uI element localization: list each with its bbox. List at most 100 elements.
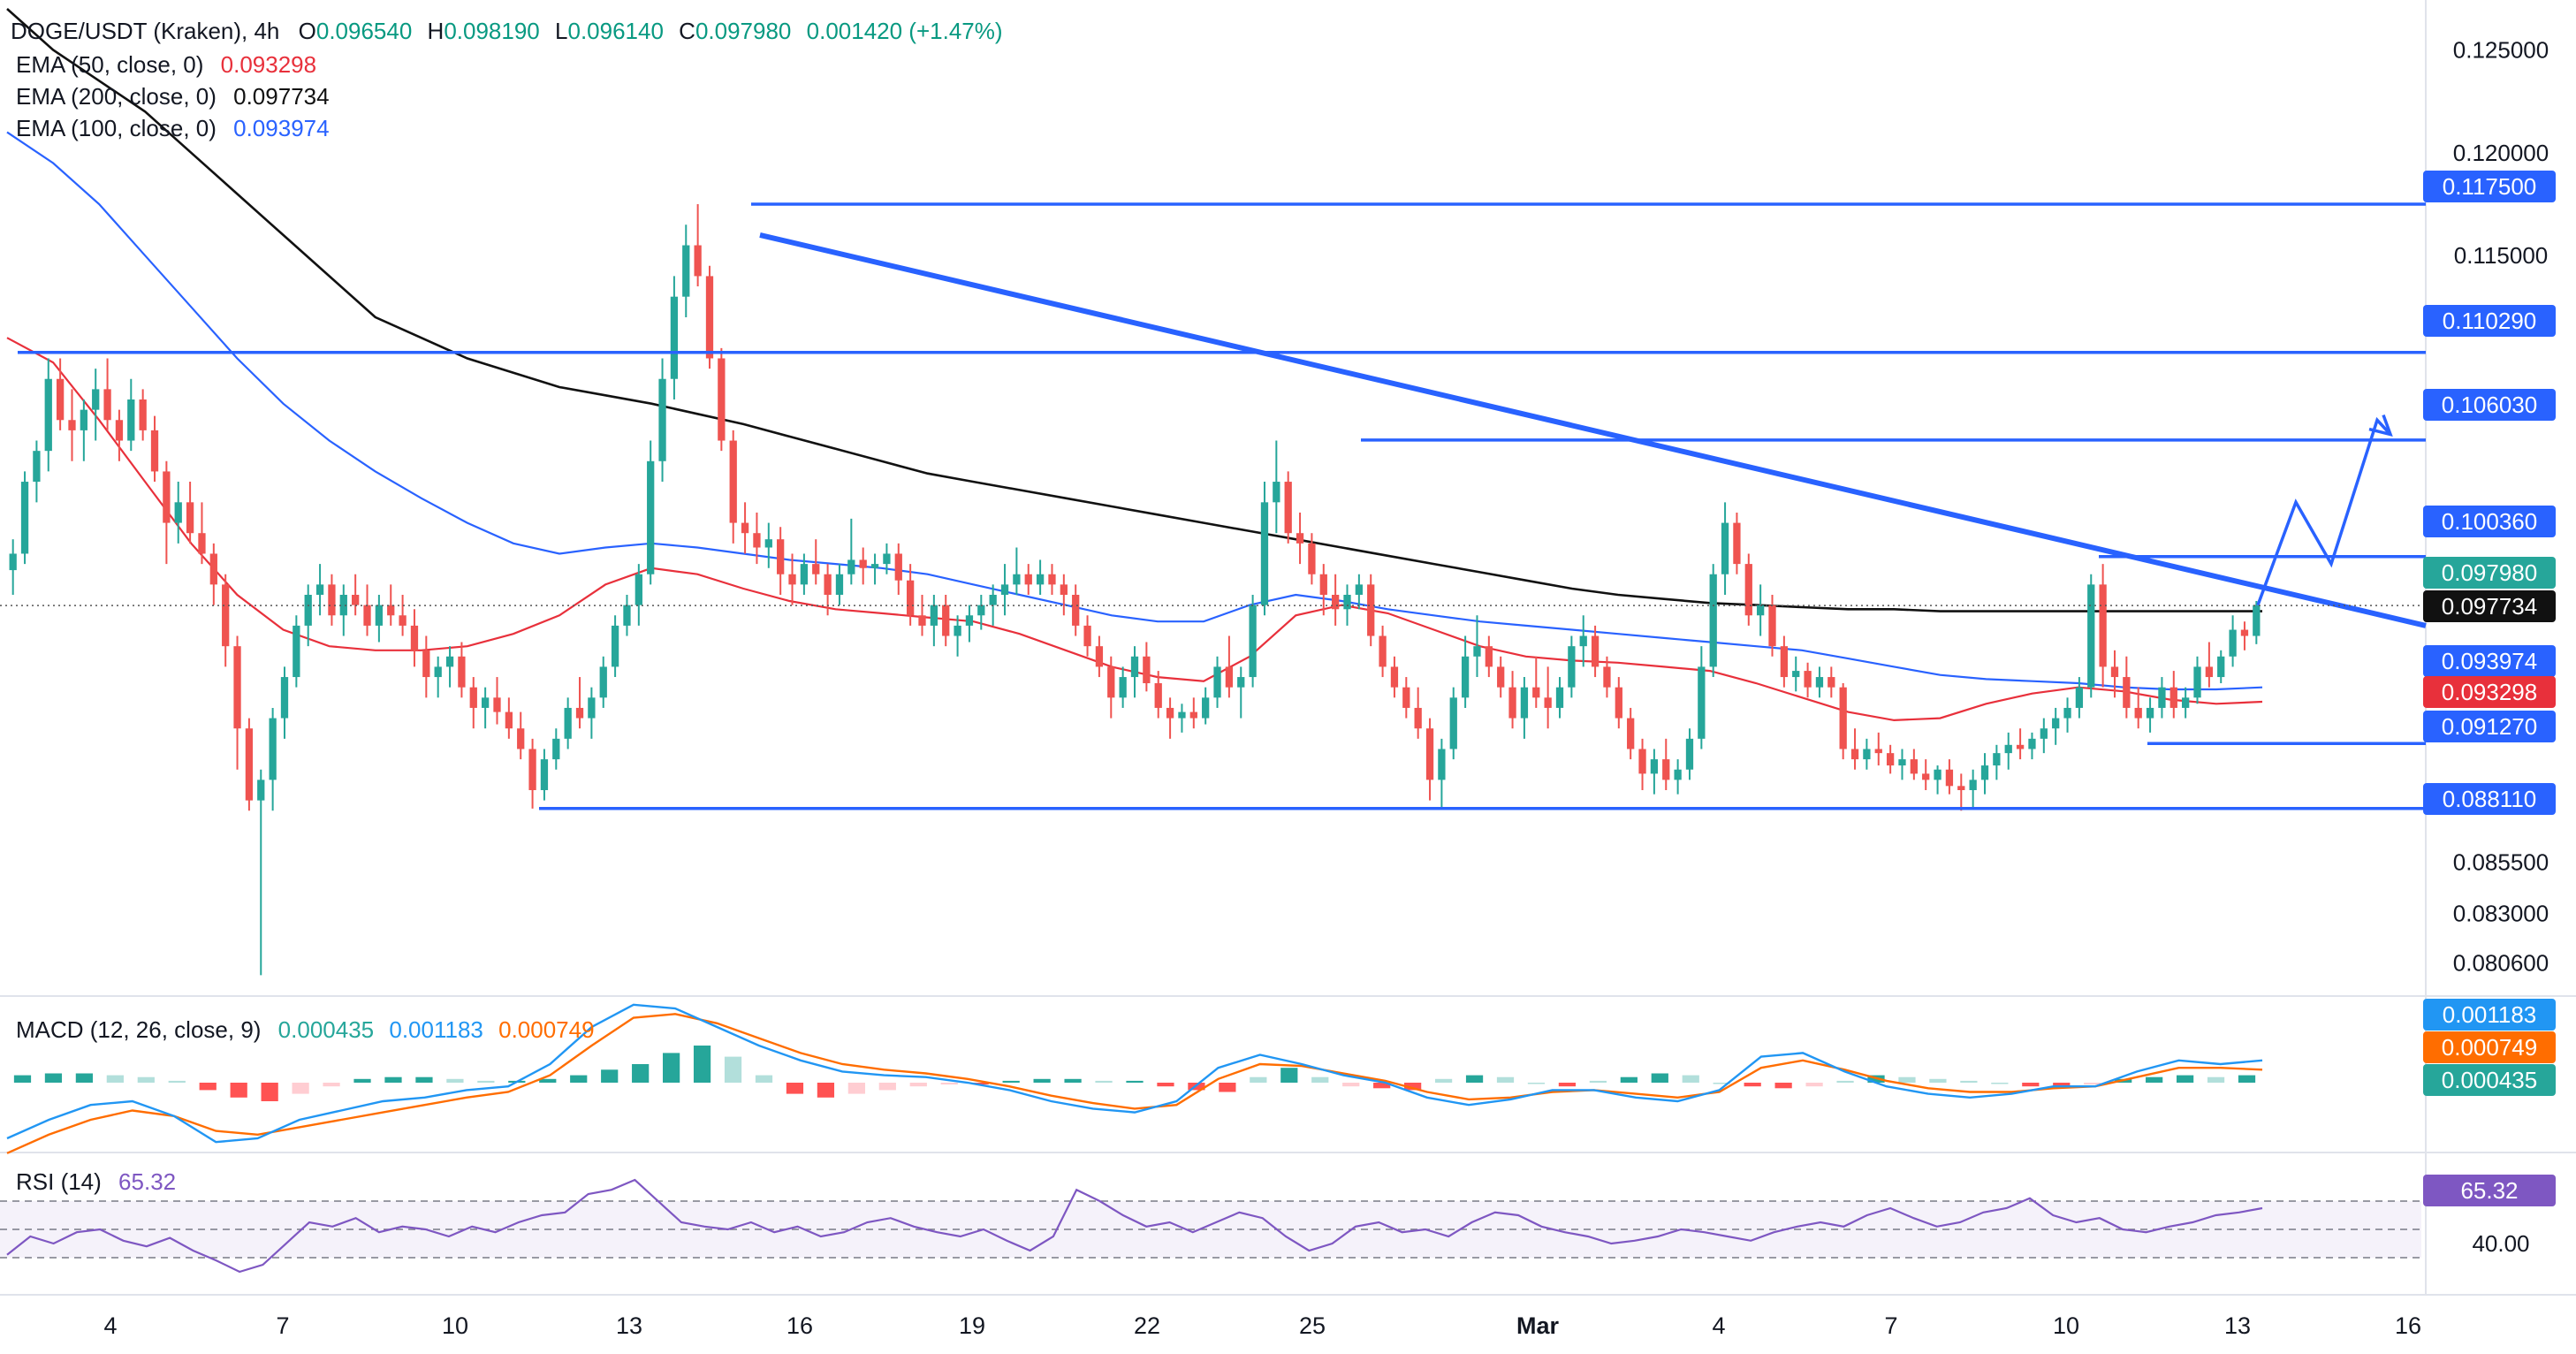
candle[interactable]	[127, 378, 135, 452]
candle[interactable]	[2110, 650, 2119, 698]
candle[interactable]	[469, 677, 477, 729]
candle[interactable]	[635, 564, 642, 626]
candle[interactable]	[977, 595, 985, 630]
candle[interactable]	[1213, 656, 1221, 708]
candle[interactable]	[68, 389, 76, 461]
candle[interactable]	[552, 728, 560, 770]
candle[interactable]	[1744, 553, 1752, 626]
candle[interactable]	[80, 399, 87, 461]
candle[interactable]	[2099, 564, 2107, 688]
candle[interactable]	[2087, 574, 2095, 698]
candle[interactable]	[694, 204, 702, 287]
candle[interactable]	[835, 564, 844, 605]
candle[interactable]	[233, 635, 241, 770]
candle[interactable]	[293, 615, 300, 688]
candle[interactable]	[198, 502, 206, 565]
candle[interactable]	[824, 564, 832, 616]
candle[interactable]	[517, 711, 525, 760]
candle[interactable]	[1107, 656, 1115, 719]
candle[interactable]	[2075, 677, 2084, 719]
candle[interactable]	[870, 553, 879, 585]
candle[interactable]	[540, 749, 549, 801]
candle[interactable]	[1532, 656, 1540, 708]
candle[interactable]	[2169, 671, 2177, 719]
candle[interactable]	[1095, 635, 1104, 678]
candle[interactable]	[92, 369, 100, 441]
candle[interactable]	[1438, 738, 1446, 809]
macd-legend[interactable]: MACD (12, 26, close, 9) 0.000435 0.00118…	[16, 1016, 595, 1043]
price-label-badge[interactable]: 0.100360	[2423, 506, 2556, 537]
candle[interactable]	[1969, 769, 1977, 809]
candle[interactable]	[942, 595, 950, 647]
candle[interactable]	[1461, 635, 1470, 708]
candle[interactable]	[1390, 656, 1399, 698]
candle[interactable]	[1143, 642, 1151, 692]
candle[interactable]	[800, 553, 809, 595]
candle[interactable]	[186, 482, 194, 544]
candle[interactable]	[1709, 564, 1717, 678]
candle[interactable]	[1119, 666, 1127, 708]
candle[interactable]	[788, 553, 796, 605]
price-label-badge[interactable]: 0.097980	[2423, 557, 2556, 589]
candle[interactable]	[1863, 738, 1871, 770]
candle[interactable]	[481, 687, 490, 729]
candle[interactable]	[1757, 584, 1765, 636]
candle[interactable]	[245, 718, 254, 811]
candle[interactable]	[139, 389, 147, 441]
candle[interactable]	[2040, 718, 2048, 754]
candle[interactable]	[777, 527, 785, 595]
rsi-label-badge[interactable]: 65.32	[2423, 1175, 2556, 1206]
candle[interactable]	[304, 584, 312, 647]
candle[interactable]	[611, 615, 619, 678]
descending-trendline[interactable]	[759, 232, 2427, 628]
candle[interactable]	[2240, 621, 2249, 650]
candle[interactable]	[2182, 687, 2190, 719]
candle[interactable]	[339, 584, 347, 636]
candle[interactable]	[1934, 765, 1941, 795]
candle[interactable]	[1603, 656, 1611, 698]
candle[interactable]	[1237, 666, 1245, 719]
candle[interactable]	[1379, 625, 1387, 678]
candle[interactable]	[44, 358, 52, 472]
candle[interactable]	[209, 543, 217, 605]
candle[interactable]	[1036, 559, 1045, 595]
candle[interactable]	[2205, 642, 2214, 688]
candle[interactable]	[445, 646, 454, 688]
candle[interactable]	[1650, 749, 1659, 795]
candle[interactable]	[315, 564, 324, 616]
price-label-badge[interactable]: 0.117500	[2423, 171, 2556, 202]
candle[interactable]	[1367, 574, 1375, 647]
candle[interactable]	[1296, 512, 1304, 565]
candle[interactable]	[163, 460, 171, 565]
candle[interactable]	[1957, 773, 1965, 811]
candle[interactable]	[1839, 683, 1847, 760]
price-label-badge[interactable]: 0.093298	[2423, 676, 2556, 708]
candle[interactable]	[1284, 471, 1292, 544]
candle[interactable]	[2004, 732, 2012, 770]
candle[interactable]	[2146, 697, 2154, 733]
candle[interactable]	[2063, 697, 2071, 733]
price-label-badge[interactable]: 0.088110	[2423, 783, 2556, 815]
candle[interactable]	[1674, 759, 1682, 795]
candle[interactable]	[1060, 574, 1068, 616]
candle[interactable]	[1154, 671, 1162, 719]
candle[interactable]	[1449, 687, 1457, 760]
candle[interactable]	[1225, 635, 1234, 698]
candle[interactable]	[56, 358, 65, 430]
candle[interactable]	[269, 707, 277, 811]
candle[interactable]	[150, 415, 159, 483]
candle[interactable]	[883, 543, 891, 574]
candle[interactable]	[1425, 718, 1434, 801]
candle[interactable]	[222, 574, 230, 667]
candle[interactable]	[1166, 697, 1174, 739]
candle[interactable]	[812, 539, 820, 585]
candle[interactable]	[1414, 687, 1422, 739]
candle[interactable]	[363, 584, 371, 636]
candle[interactable]	[764, 522, 772, 568]
candle[interactable]	[1898, 749, 1906, 780]
candle[interactable]	[2123, 656, 2131, 719]
candle[interactable]	[2253, 600, 2261, 644]
macd-label-badge[interactable]: 0.000435	[2423, 1064, 2556, 1096]
candle[interactable]	[1780, 635, 1789, 688]
